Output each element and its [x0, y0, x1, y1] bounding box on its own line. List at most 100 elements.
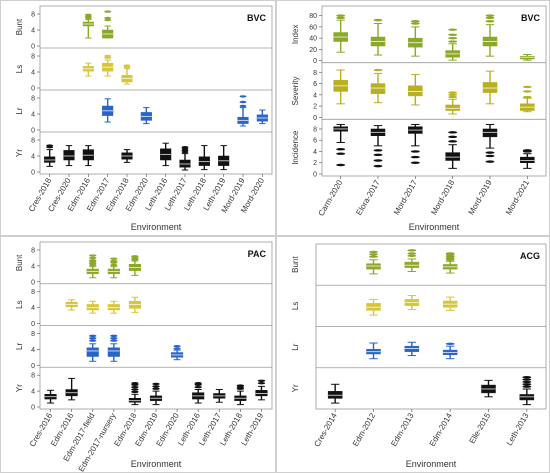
y-tick-label: 4 — [31, 263, 35, 270]
y-tick-label: 80 — [309, 13, 317, 20]
figure-frame — [276, 236, 550, 473]
y-tick-label: 8 — [31, 331, 35, 338]
box-bunt-Edm-2014 — [442, 252, 458, 274]
y-tick-label: 2 — [313, 104, 317, 111]
outlier-point — [522, 385, 532, 388]
panel-label-bunt: Bunt — [15, 254, 24, 271]
box-ls-Edm-2013 — [404, 295, 420, 311]
chart-svg: Bunt048Ls048Lr048Yr048Cres-2018Cres-2020… — [0, 0, 276, 236]
outlier-point — [257, 381, 266, 385]
panel-label-ls: Ls — [291, 302, 300, 310]
box-lr-Edm-2013 — [404, 341, 420, 357]
panel-label-lr: Lr — [15, 107, 24, 114]
y-tick-label: 8 — [31, 96, 35, 103]
outlier-point — [110, 263, 118, 267]
y-tick-label: 4 — [313, 92, 317, 99]
box-yr-Cres-2016 — [44, 389, 57, 404]
y-tick-label: 8 — [31, 54, 35, 61]
box-yr-Leth-2018 — [198, 145, 210, 171]
y-tick-label: 6 — [313, 81, 317, 88]
y-tick-label: 4 — [31, 154, 35, 161]
box-severity-Elora-2017 — [370, 68, 386, 104]
outlier-point — [522, 376, 532, 379]
box-iqr — [63, 150, 75, 161]
outlier-point — [522, 95, 532, 99]
y-tick-label: 0 — [313, 58, 317, 65]
box-ls-Edm-2016 — [65, 299, 78, 311]
box-yr-Edm-2018 — [128, 381, 141, 406]
y-tick-label: 0 — [31, 44, 35, 51]
panel-label-incidence: Incidence — [291, 130, 300, 165]
box-incidence-Mord-2018 — [445, 131, 460, 169]
box-iqr — [482, 128, 498, 138]
outlier-point — [373, 68, 383, 72]
outlier-point — [131, 255, 139, 258]
y-tick-label: 0 — [313, 172, 317, 179]
outlier-point — [336, 16, 346, 20]
outlier-point — [407, 252, 417, 255]
outlier-point — [89, 334, 97, 338]
box-ls-Edm-2016 — [82, 62, 94, 77]
box-yr-Edm-2016 — [65, 377, 78, 401]
outlier-point — [369, 250, 378, 254]
outlier-point — [84, 13, 92, 16]
panel-label-lr: Lr — [291, 343, 300, 350]
box-iqr — [520, 156, 535, 163]
chart-pac: Bunt 0 4 8 Ls 0 4 8 Lr 0 4 8 Yr 0 4 8 Cres-2016 Edm-2016 E… — [0, 236, 276, 473]
y-tick-label: 8 — [313, 126, 317, 133]
outlier-point — [194, 381, 202, 385]
outlier-point — [131, 385, 139, 389]
box-yr-Elle-2015 — [481, 379, 496, 398]
box-yr-Cres-2014 — [327, 383, 343, 404]
panel-label-ls: Ls — [15, 300, 24, 308]
outlier-point — [485, 20, 495, 23]
outlier-point — [104, 10, 112, 13]
outlier-point — [104, 54, 112, 58]
panel-label-index: Index — [291, 25, 300, 45]
x-axis-label: Environment — [406, 459, 457, 469]
chart-svg: Bunt048Ls048Lr048Yr048Cres-2016Edm-2016E… — [0, 236, 276, 473]
box-ls-Edm-2017-nursery — [107, 300, 120, 314]
outlier-point — [239, 104, 247, 108]
y-tick-label: 6 — [313, 138, 317, 145]
panel-label-bunt: Bunt — [291, 256, 300, 273]
box-yr-Leth-2017 — [213, 389, 226, 403]
outlier-point — [448, 135, 458, 139]
chart-bvc-right: Index 0 20 40 60 80 Severity 0 2 4 6 8 Incidence 0 2 4 6… — [276, 0, 550, 236]
box-incidence-Carm-2020 — [333, 123, 348, 167]
outlier-point — [336, 148, 346, 151]
outlier-point — [89, 259, 97, 262]
box-yr-Leth-2019 — [255, 379, 268, 401]
chart-title: ACG — [520, 251, 540, 261]
outlier-point — [522, 380, 532, 384]
box-yr-Cres-2020 — [63, 145, 75, 167]
y-tick-label: 4 — [313, 149, 317, 156]
panel-label-severity: Severity — [291, 77, 300, 106]
box-bunt-Edm-2016 — [82, 13, 94, 39]
outlier-point — [110, 257, 118, 260]
x-axis-label: Environment — [131, 459, 182, 469]
chart-title: BVC — [247, 13, 267, 23]
chart-acg: Bunt Ls Lr Yr Cres-2014 Edm-2012 Edm-2013 Edm-2… — [276, 236, 550, 473]
y-tick-label: 8 — [31, 247, 35, 254]
box-ls-Edm-2017 — [102, 54, 114, 77]
outlier-point — [448, 95, 458, 99]
outlier-point — [369, 255, 378, 258]
y-tick-label: 8 — [31, 138, 35, 145]
outlier-point — [89, 337, 97, 340]
outlier-point — [448, 28, 458, 31]
outlier-point — [173, 344, 181, 348]
outlier-point — [46, 144, 54, 147]
outlier-point — [410, 161, 420, 164]
outlier-point — [194, 385, 202, 389]
outlier-point — [410, 155, 420, 159]
box-severity-Mord-2017 — [408, 74, 423, 106]
outlier-point — [448, 36, 458, 40]
box-iqr — [107, 347, 120, 357]
box-lr-Mord-2020 — [256, 109, 268, 125]
box-bunt-Edm-2018 — [128, 255, 141, 276]
outlier-point — [485, 154, 495, 158]
box-lr-Edm-2014 — [442, 342, 458, 360]
box-index-Mord-2017 — [408, 20, 423, 57]
y-tick-label: 2 — [313, 160, 317, 167]
